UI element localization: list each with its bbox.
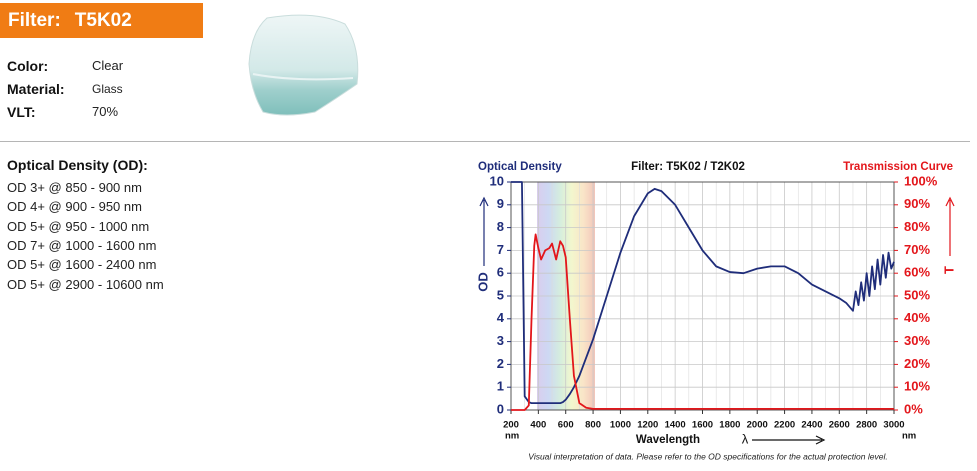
- y2-tick-label: 100%: [904, 173, 938, 188]
- od-item: OD 5+ @ 950 - 1000 nm: [7, 218, 150, 234]
- od-item: OD 4+ @ 900 - 950 nm: [7, 199, 142, 215]
- x-axis-title: Wavelength: [636, 434, 700, 446]
- filter-header: Filter: T5K02: [0, 3, 203, 38]
- y2-tick-label: 10%: [904, 379, 930, 394]
- chart-note: Visual interpretation of data. Please re…: [528, 451, 887, 461]
- x-axis-arrow: [752, 435, 826, 445]
- lens-image: [248, 14, 359, 116]
- y2-tick-label: 60%: [904, 265, 930, 280]
- x-tick-label: 400: [530, 420, 546, 431]
- x-unit: nm: [902, 431, 916, 442]
- y-tick-label: 10: [490, 173, 504, 188]
- header-label: Filter:: [8, 10, 61, 31]
- x-tick-label: 2200: [774, 420, 795, 431]
- x-tick-label: 200: [503, 420, 519, 431]
- y2-tick-label: 80%: [904, 219, 930, 234]
- x-tick-label: 600: [558, 420, 574, 431]
- x-tick-label: 800: [585, 420, 601, 431]
- divider: [0, 141, 970, 142]
- chart-title: Filter: T5K02 / T2K02: [631, 161, 745, 173]
- y-tick-label: 3: [497, 333, 504, 348]
- x-tick-label: 2600: [829, 420, 850, 431]
- y-tick-label: 6: [497, 265, 504, 280]
- y-tick-label: 2: [497, 356, 504, 371]
- y2-axis-arrow: [945, 196, 955, 256]
- y2-tick-label: 30%: [904, 333, 930, 348]
- y-tick-label: 8: [497, 219, 504, 234]
- x-tick-label: 1800: [719, 420, 740, 431]
- y-tick-label: 1: [497, 379, 504, 394]
- series-name: T: [941, 266, 956, 274]
- series-line: [511, 181, 895, 405]
- spec-value: Clear: [92, 58, 124, 73]
- spec-value: Glass: [92, 82, 123, 96]
- od-item: OD 7+ @ 1000 - 1600 nm: [7, 237, 157, 253]
- od-item: OD 5+ @ 2900 - 10600 nm: [7, 276, 164, 292]
- x-tick-label: 3000: [883, 420, 904, 431]
- x-tick-label: 2800: [856, 420, 877, 431]
- y-tick-label: 4: [497, 310, 505, 325]
- y-tick-label: 7: [497, 242, 504, 257]
- y2-tick-label: 90%: [904, 196, 930, 211]
- header-name: T5K02: [74, 10, 132, 31]
- x-tick-label: 2000: [747, 420, 768, 431]
- x-tick-label: 2400: [801, 420, 822, 431]
- od-item: OD 3+ @ 850 - 900 nm: [7, 180, 142, 195]
- series-name: OD: [475, 272, 490, 292]
- y2-tick-label: 0%: [904, 401, 923, 416]
- y2-axis-title: Transmission Curve: [843, 161, 953, 173]
- x-axis-symbol: λ: [742, 431, 749, 446]
- spec-label: Color:: [7, 58, 49, 74]
- y2-tick-label: 40%: [904, 310, 930, 325]
- y2-tick-label: 50%: [904, 287, 930, 302]
- od-title: Optical Density (OD):: [7, 157, 148, 173]
- x-tick-label: 1200: [637, 420, 658, 431]
- y2-tick-label: 20%: [904, 356, 930, 371]
- spec-label: Material:: [7, 81, 65, 97]
- x-tick-label: 1400: [665, 420, 686, 431]
- series-line: [511, 233, 894, 411]
- y-tick-label: 0: [497, 401, 504, 416]
- y2-tick-label: 70%: [904, 242, 930, 257]
- y-tick-label: 5: [497, 287, 504, 302]
- x-unit: nm: [505, 431, 519, 442]
- y-axis-title: Optical Density: [478, 161, 562, 173]
- spec-label: VLT:: [7, 104, 36, 120]
- y-axis-arrow: [479, 196, 489, 266]
- spec-value: 70%: [92, 104, 119, 119]
- x-tick-label: 1600: [692, 420, 713, 431]
- x-tick-label: 1000: [610, 420, 631, 431]
- od-item: OD 5+ @ 1600 - 2400 nm: [7, 257, 157, 273]
- y-tick-label: 9: [497, 196, 504, 211]
